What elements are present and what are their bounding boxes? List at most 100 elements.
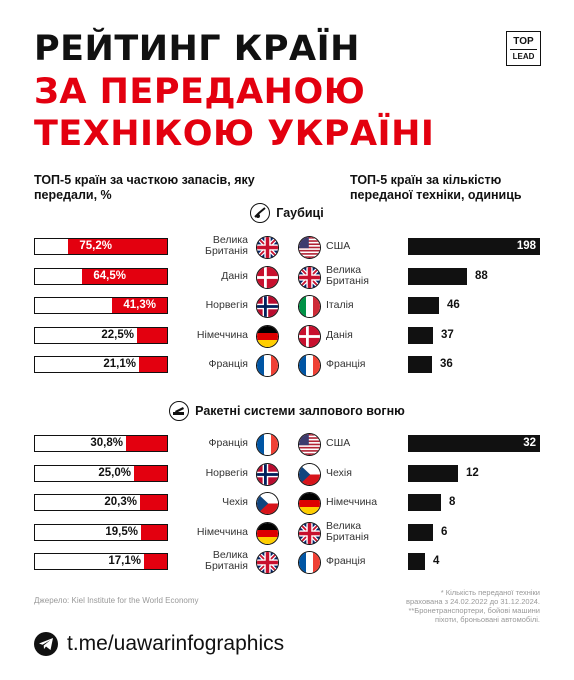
country-name: Велика Британія [326,263,369,287]
footnote-line-1: * Кількість переданої техніки [440,588,540,597]
flag-dk-icon [256,265,279,289]
country-name: Норвегія [205,466,248,479]
country-name: Німеччина [196,525,248,538]
count-bar [408,267,467,285]
count-value-label: 46 [447,299,460,311]
flag-uk-icon [256,551,279,574]
count-row: Франція 36 [0,354,574,377]
country-name: Чехія [222,496,248,508]
share-row: 21,1% Франція [0,354,574,377]
share-value-label: 64,5% [93,269,126,282]
count-value-label: 88 [475,269,488,282]
flag-uk-icon [298,265,321,289]
country-name: Італія [326,299,354,311]
share-bar-frame: 21,1% [34,356,168,373]
count-value-label: 6 [441,525,448,538]
count-row: Чехія 12 [0,462,574,486]
flag-de-icon [298,492,321,515]
logo-divider [510,49,537,50]
count-bar [408,494,441,511]
count-bar [408,326,433,344]
share-bar [139,357,167,372]
country-name: Німеччина [326,496,378,508]
left-column-header: ТОП-5 країн за часткою запасів, яку пере… [34,173,255,202]
rocket-launcher-icon [169,401,190,421]
country-name: Франція [208,437,249,449]
flag-cz-icon [256,492,279,515]
share-bar [144,554,167,569]
country-name: Франція [208,358,249,370]
title-line-2: ЗА ПЕРЕДАНОЮ [34,72,366,112]
country-name: Данія [221,269,248,282]
share-bar-frame: 17,1% [34,553,168,570]
telegram-icon [34,632,58,656]
telegram-link[interactable]: t.me/uawarinfographics [67,632,285,655]
country-name: Велика Британія [205,549,248,572]
flag-fr-icon [298,551,321,574]
count-row: США 198 [0,236,574,259]
count-value-label: 12 [466,466,479,479]
share-bar [137,327,167,343]
share-bar [68,239,167,254]
share-bar [82,268,167,284]
share-row: 30,8% Франція [0,433,574,456]
count-bar [408,238,540,255]
count-value-label: 8 [449,496,456,508]
count-value-label: 32 [523,437,536,449]
logo-top-text: TOP [513,36,534,47]
share-row: 75,2% Велика Британія [0,235,574,259]
source-note: Джерело: Kiel Institute for the World Ec… [34,596,199,605]
share-row: 22,5% Німеччина [0,324,574,348]
share-bar-frame: 22,5% [34,326,168,344]
country-name: Німеччина [196,328,248,341]
share-value-label: 20,3% [104,496,137,508]
flag-fr-icon [298,354,321,377]
flag-de-icon [256,324,279,348]
share-value-label: 75,2% [79,240,112,252]
count-row: Франція 4 [0,551,574,574]
count-bar [408,523,433,541]
share-row: 41,3% Норвегія [0,295,574,318]
share-bar [126,436,167,451]
country-name: США [326,240,351,252]
country-name: Франція [326,555,366,567]
count-row: США 32 [0,433,574,456]
country-name: Франція [326,358,366,370]
share-value-label: 30,8% [90,437,123,449]
share-row: 19,5% Німеччина [0,521,574,545]
right-column-header: ТОП-5 країн за кількістю переданої техні… [350,173,522,202]
share-value-label: 19,5% [105,525,138,538]
flag-it-icon [298,295,321,318]
share-bar [112,298,167,313]
footnote: * Кількість переданої техніки врахована … [350,588,540,624]
count-bar [408,464,458,482]
count-bar [408,435,540,452]
country-name: Чехія [326,466,352,479]
share-value-label: 25,0% [98,466,131,479]
flag-cz-icon [298,462,321,486]
share-bar-frame: 30,8% [34,435,168,452]
flag-de-icon [256,521,279,545]
flag-fr-icon [256,354,279,377]
flag-fr-icon [256,433,279,456]
count-value-label: 198 [516,240,536,252]
count-bar [408,297,439,314]
share-row: 25,0% Норвегія [0,462,574,486]
share-row: 17,1% Велика Британія [0,549,574,574]
count-value-label: 37 [441,328,454,341]
share-bar-frame: 20,3% [34,494,168,511]
title-line-3: ТЕХНІКОЮ УКРАЇНІ [34,114,435,154]
count-bar [408,553,425,570]
share-bar [140,495,167,510]
flag-no-icon [256,295,279,318]
flag-no-icon [256,462,279,486]
footnote-line-3: **Бронетранспортери, бойові машини [408,606,540,615]
count-row: Велика Британія 6 [0,520,574,545]
flag-uk-icon [298,521,321,545]
count-value-label: 36 [440,358,453,370]
title-line-1: РЕЙТИНГ КРАЇН [34,29,360,69]
footnote-line-2: врахована з 24.02.2022 до 31.12.2024. [405,597,540,606]
count-row: Велика Британія 88 [0,263,574,289]
footnote-line-4: піхоти, броньовані автомобілі. [435,615,540,624]
count-row: Данія 37 [0,324,574,348]
